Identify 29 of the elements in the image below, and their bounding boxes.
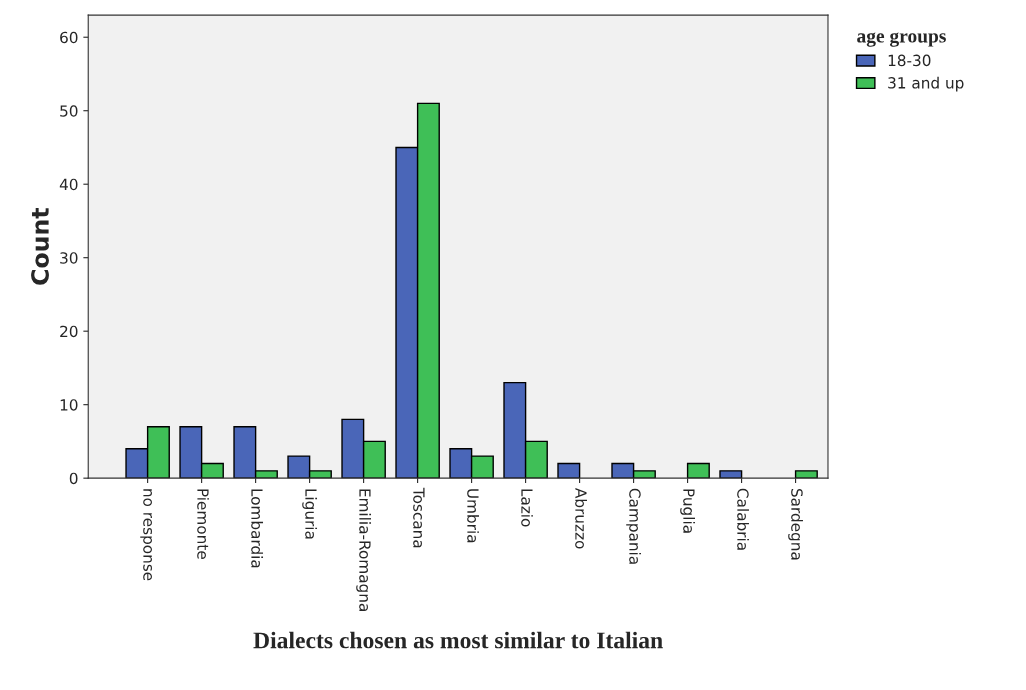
x-tick-label: Calabria xyxy=(737,488,749,550)
x-tick-label: Sardegna xyxy=(788,488,803,560)
legend-title: age groups xyxy=(857,32,946,47)
x-tick-label: Liguria xyxy=(302,489,318,539)
x-tick-label: Emilia-Romagna xyxy=(356,489,372,611)
y-tick-label: 30 xyxy=(60,252,78,264)
x-tick-label: Piemonte xyxy=(197,489,210,559)
bar xyxy=(557,462,581,479)
y-tick-label: 10 xyxy=(60,399,78,411)
x-tick-label: Toscana xyxy=(413,487,425,548)
x-tick-label: Abruzzo xyxy=(575,488,587,549)
y-tick-label: 20 xyxy=(60,325,78,338)
y-tick-label: 50 xyxy=(60,105,78,117)
y-tick-label: 0 xyxy=(69,472,78,485)
x-tick-label: Campania xyxy=(626,488,641,564)
x-tick-label: Lombardia xyxy=(251,489,264,568)
bar xyxy=(686,462,710,479)
y-axis-title: Count xyxy=(31,207,49,285)
x-tick-label: Lazio xyxy=(521,489,533,527)
y-tick-label: 60 xyxy=(60,31,78,44)
y-tick-label: 40 xyxy=(59,178,78,191)
legend-label: 31 and up xyxy=(888,76,964,92)
x-axis-title: Dialects chosen as most similar to Italian xyxy=(253,631,663,649)
bar xyxy=(719,470,743,479)
bar xyxy=(794,470,818,479)
x-tick-label: Puglia xyxy=(680,489,695,533)
legend-label: 18-30 xyxy=(888,54,931,67)
x-tick-label: Umbria xyxy=(467,489,479,543)
x-tick-label: no response xyxy=(140,489,152,581)
